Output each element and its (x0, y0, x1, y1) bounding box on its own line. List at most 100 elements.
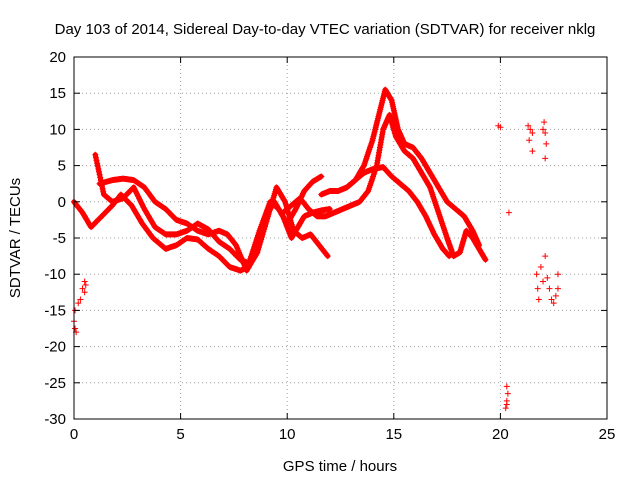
data-point-scatter (554, 285, 561, 292)
data-point-track-4 (422, 213, 429, 220)
data-point-track-3 (264, 215, 271, 222)
data-point-scatter (79, 285, 86, 292)
data-point-scatter (72, 325, 79, 332)
data-point-scatter (503, 383, 510, 390)
data-point-scatter (546, 285, 553, 292)
data-point-scatter (529, 130, 536, 137)
data-point-scatter (552, 292, 559, 299)
data-point-scatter (525, 122, 532, 129)
data-point-track-2 (92, 154, 99, 161)
data-point-track-2 (300, 190, 307, 197)
data-point-track-6 (360, 163, 367, 170)
data-point-track-2 (318, 173, 325, 180)
x-axis-label: GPS time / hours (283, 458, 397, 475)
data-point-track-5 (364, 188, 371, 195)
data-point-track-3 (232, 241, 239, 248)
data-point-track-2 (97, 174, 104, 181)
data-point-scatter (540, 126, 547, 133)
data-point-track-2 (93, 157, 100, 164)
data-point-track-3 (263, 218, 270, 225)
data-point-track-3 (258, 233, 265, 240)
y-tick-label: -25 (44, 375, 66, 392)
data-point-scatter (504, 390, 511, 397)
data-point-scatter (81, 289, 88, 296)
data-point-track-4 (426, 221, 433, 228)
data-point-track-2 (99, 185, 106, 192)
data-point-track-2 (100, 188, 107, 195)
data-point-scatter (75, 300, 82, 307)
y-tick-label: 5 (58, 158, 66, 175)
y-tick-label: -5 (53, 230, 66, 247)
data-point-track-2 (94, 163, 101, 170)
y-tick-label: 10 (49, 121, 66, 138)
y-tick-label: -30 (44, 411, 66, 428)
x-tick-label: 15 (385, 426, 402, 443)
data-point-track-4 (428, 224, 435, 231)
y-tick-label: -20 (44, 339, 66, 356)
data-point-scatter (77, 296, 84, 303)
data-point-scatter (502, 405, 509, 412)
data-point-track-4 (425, 219, 432, 226)
data-point-track-3 (260, 228, 267, 235)
x-tick-label: 0 (70, 426, 78, 443)
data-point-track-3 (256, 241, 263, 248)
data-point-track-3 (257, 239, 264, 246)
data-point-track-2 (293, 204, 300, 211)
data-point-scatter (535, 296, 542, 303)
data-point-scatter (542, 253, 549, 260)
data-point-track-3 (324, 252, 331, 259)
data-point-track-4 (427, 222, 434, 229)
data-point-scatter (82, 282, 89, 289)
y-tick-label: -15 (44, 302, 66, 319)
data-point-track-4 (427, 223, 434, 230)
data-marks (71, 86, 561, 412)
data-point-scatter (533, 271, 540, 278)
data-point-track-5 (482, 256, 489, 263)
data-point-track-3 (281, 197, 288, 204)
data-point-scatter (497, 124, 504, 131)
data-point-scatter (503, 397, 510, 404)
data-point-track-2 (94, 160, 101, 167)
data-point-track-6 (476, 242, 483, 249)
data-point-track-2 (292, 206, 299, 213)
y-tick-label: 0 (58, 194, 66, 211)
data-point-track-3 (324, 253, 331, 260)
data-point-scatter (534, 285, 541, 292)
data-point-scatter (548, 296, 555, 303)
data-point-scatter (554, 271, 561, 278)
data-point-scatter (529, 148, 536, 155)
data-point-track-2 (95, 165, 102, 172)
data-point-track-3 (253, 250, 260, 257)
data-point-track-3 (259, 231, 266, 238)
data-point-track-4 (428, 226, 435, 233)
data-point-track-4 (423, 214, 430, 221)
data-point-track-4 (430, 228, 437, 235)
axis-ticks: 0 5 10 15 20 25 -30 -25 -20 -15 -10 -5 0 5 10 15 20 (44, 49, 615, 443)
data-point-track-4 (423, 215, 430, 222)
data-point-scatter (543, 140, 550, 147)
data-point-scatter (81, 278, 88, 285)
data-point-scatter (537, 263, 544, 270)
gridlines (74, 57, 607, 419)
y-tick-label: 20 (49, 49, 66, 66)
x-tick-label: 25 (599, 426, 616, 443)
data-point-track-3 (262, 221, 269, 228)
y-tick-label: -10 (44, 266, 66, 283)
data-point-track-3 (254, 249, 261, 256)
x-tick-label: 20 (492, 426, 509, 443)
data-point-track-4 (424, 217, 431, 224)
x-tick-label: 10 (279, 426, 296, 443)
data-point-track-5 (426, 183, 433, 190)
data-point-track-3 (261, 223, 268, 230)
data-point-scatter (544, 274, 551, 281)
data-point-track-3 (261, 226, 268, 233)
data-point-scatter (541, 119, 548, 126)
y-axis-label: SDTVAR / TECUs (7, 178, 24, 298)
data-point-scatter (540, 278, 547, 285)
data-point-track-2 (95, 168, 102, 175)
data-point-track-4 (429, 227, 436, 234)
data-point-track-2 (293, 203, 300, 210)
data-point-track-4 (425, 218, 432, 225)
